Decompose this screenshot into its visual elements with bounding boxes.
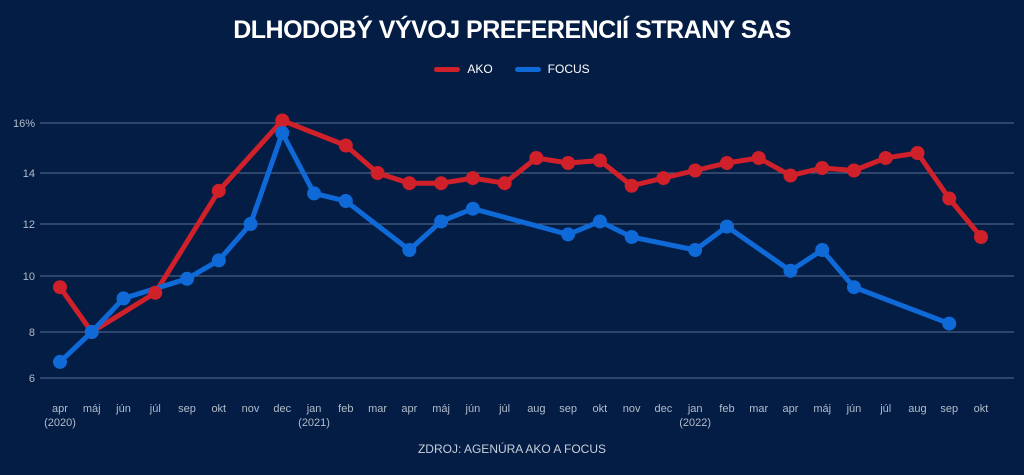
y-tick-label: 12 bbox=[23, 219, 35, 231]
data-point-focus bbox=[561, 227, 576, 242]
data-point-focus bbox=[624, 230, 639, 244]
x-tick-label: nov bbox=[242, 403, 260, 415]
data-point-focus bbox=[307, 186, 322, 201]
legend-label-focus: FOCUS bbox=[547, 62, 590, 76]
y-tick-label: 6 bbox=[29, 373, 35, 385]
data-point-ako bbox=[497, 176, 512, 191]
data-point-focus bbox=[53, 354, 67, 369]
data-point-focus bbox=[783, 263, 798, 278]
data-point-focus bbox=[84, 325, 99, 339]
data-point-ako bbox=[148, 285, 163, 300]
x-tick-label: sep bbox=[559, 403, 577, 415]
data-point-focus bbox=[275, 126, 290, 140]
data-point-ako bbox=[338, 138, 353, 153]
data-point-focus bbox=[338, 194, 353, 209]
x-tick-label: mar bbox=[368, 403, 387, 415]
data-point-ako bbox=[211, 183, 226, 198]
x-tick-label: dec bbox=[273, 403, 291, 415]
data-point-ako bbox=[942, 191, 957, 206]
data-point-ako bbox=[275, 113, 290, 128]
x-tick-label: okt bbox=[593, 403, 608, 415]
data-point-ako bbox=[370, 166, 385, 180]
data-point-focus bbox=[719, 219, 734, 234]
data-point-ako bbox=[815, 161, 830, 175]
legend-swatch-focus bbox=[514, 66, 541, 72]
data-point-ako bbox=[910, 146, 925, 160]
data-point-ako bbox=[751, 151, 766, 165]
x-tick-label: júl bbox=[149, 403, 161, 415]
data-point-focus bbox=[402, 243, 417, 257]
data-point-ako bbox=[465, 171, 480, 186]
data-point-ako bbox=[529, 151, 544, 165]
legend: AKO FOCUS bbox=[0, 62, 1024, 76]
y-tick-label: 16% bbox=[13, 118, 35, 130]
legend-item-ako: AKO bbox=[434, 62, 493, 76]
y-tick-label: 14 bbox=[23, 168, 35, 180]
x-tick-label: okt bbox=[974, 403, 989, 415]
x-tick-label: sep bbox=[178, 403, 196, 415]
data-point-ako bbox=[592, 153, 607, 168]
data-point-ako bbox=[624, 178, 639, 193]
x-tick-label: máj bbox=[432, 403, 450, 415]
x-tick-label: máj bbox=[813, 403, 831, 415]
x-tick-label: jan bbox=[306, 403, 322, 415]
data-point-ako bbox=[402, 176, 417, 191]
data-point-ako bbox=[53, 280, 67, 295]
data-point-ako bbox=[846, 163, 861, 178]
data-point-ako bbox=[783, 168, 798, 183]
legend-label-ako: AKO bbox=[467, 62, 493, 76]
data-point-focus bbox=[116, 291, 131, 306]
data-point-focus bbox=[180, 271, 195, 286]
data-point-ako bbox=[688, 163, 703, 178]
x-tick-label: jún bbox=[115, 403, 131, 415]
legend-swatch-ako bbox=[434, 66, 461, 72]
data-point-focus bbox=[434, 214, 449, 229]
y-tick-label: 10 bbox=[23, 271, 35, 283]
data-point-focus bbox=[846, 280, 861, 295]
x-year-label: (2022) bbox=[679, 417, 711, 429]
x-tick-label: mar bbox=[749, 403, 768, 415]
x-tick-label: aug bbox=[527, 403, 545, 415]
x-tick-label: sep bbox=[940, 403, 958, 415]
x-tick-label: jún bbox=[465, 403, 481, 415]
source-note: ZDROJ: AGENÚRA AKO A FOCUS bbox=[417, 442, 607, 456]
data-point-focus bbox=[465, 201, 480, 216]
data-point-focus bbox=[592, 214, 607, 229]
data-point-focus bbox=[815, 243, 830, 257]
data-point-ako bbox=[656, 171, 671, 186]
data-point-focus bbox=[211, 253, 226, 268]
y-tick-label: 8 bbox=[29, 327, 35, 339]
x-tick-label: apr bbox=[782, 403, 798, 415]
x-tick-label: okt bbox=[211, 403, 226, 415]
x-tick-label: júl bbox=[498, 403, 510, 415]
data-point-focus bbox=[942, 316, 957, 331]
x-tick-label: júl bbox=[879, 403, 891, 415]
data-point-ako bbox=[561, 156, 576, 170]
data-point-ako bbox=[434, 176, 449, 191]
x-tick-label: dec bbox=[655, 403, 673, 415]
x-tick-label: feb bbox=[719, 403, 734, 415]
data-point-ako bbox=[719, 156, 734, 170]
series-line-ako bbox=[57, 118, 984, 335]
data-point-ako bbox=[878, 151, 893, 165]
data-point-ako bbox=[974, 230, 988, 244]
chart-title: DLHODOBÝ VÝVOJ PREFERENCIÍ STRANY SAS bbox=[233, 16, 791, 44]
x-tick-label: nov bbox=[623, 403, 641, 415]
x-tick-label: aug bbox=[908, 403, 926, 415]
x-year-label: (2021) bbox=[298, 417, 330, 429]
legend-item-focus: FOCUS bbox=[514, 62, 590, 76]
x-tick-label: feb bbox=[338, 403, 353, 415]
x-tick-label: máj bbox=[83, 403, 101, 415]
x-tick-label: apr bbox=[52, 403, 68, 415]
x-tick-label: jan bbox=[687, 403, 703, 415]
x-year-label: (2020) bbox=[44, 417, 76, 429]
data-point-focus bbox=[243, 217, 258, 231]
data-point-focus bbox=[688, 243, 703, 257]
x-tick-label: apr bbox=[401, 403, 417, 415]
x-tick-label: jún bbox=[846, 403, 862, 415]
